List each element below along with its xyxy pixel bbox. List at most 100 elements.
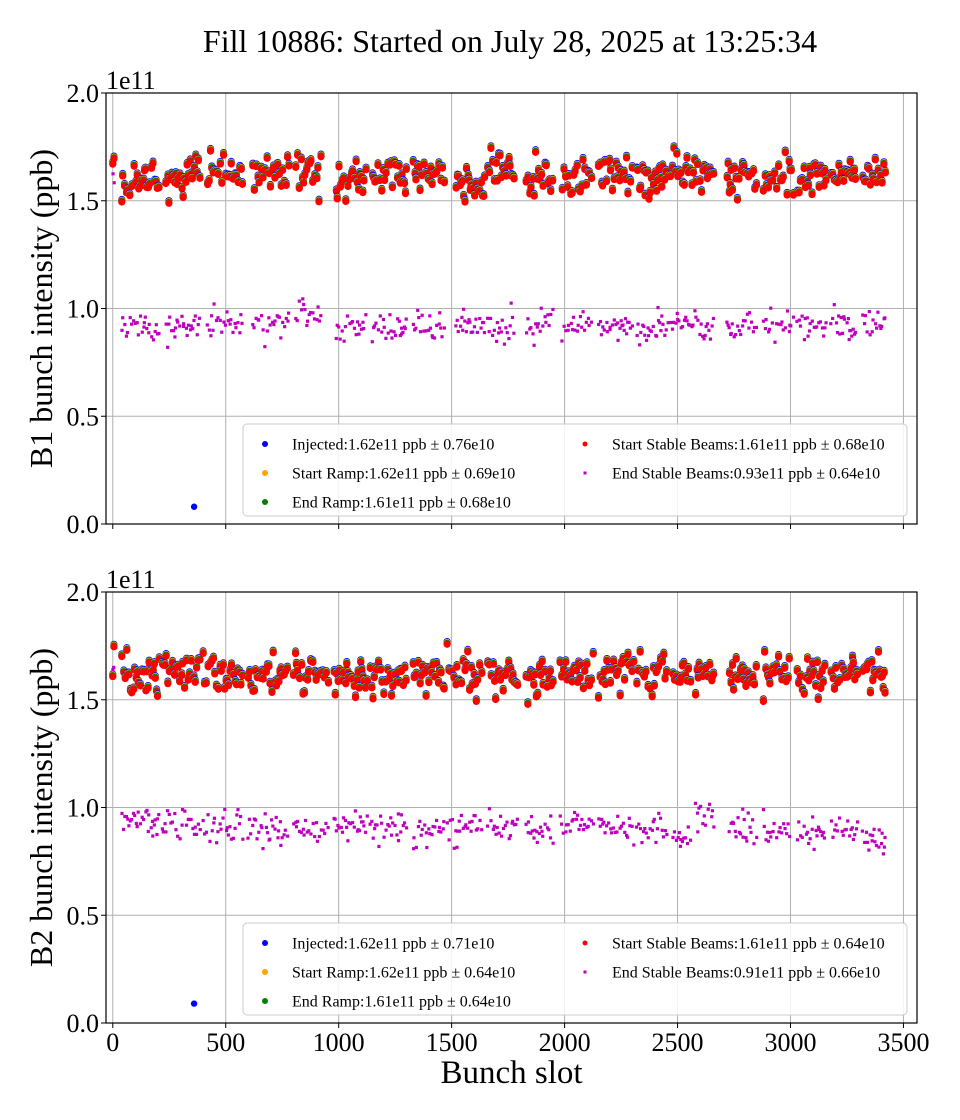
point-end-stable-beams bbox=[229, 837, 234, 841]
point-end-stable-beams bbox=[264, 825, 268, 830]
point-end-stable-beams bbox=[193, 825, 197, 829]
point-end-stable-beams bbox=[198, 827, 202, 832]
point-end-stable-beams bbox=[257, 830, 261, 834]
point-start-stable-beams bbox=[630, 658, 638, 666]
point-start-stable-beams bbox=[412, 176, 420, 184]
point-end-stable-beams bbox=[615, 830, 619, 834]
point-end-stable-beams bbox=[142, 325, 146, 329]
point-end-stable-beams bbox=[184, 326, 189, 330]
point-start-stable-beams bbox=[804, 182, 813, 190]
legend-box bbox=[242, 423, 908, 517]
y-tick-label: 2.0 bbox=[67, 79, 100, 108]
point-start-stable-beams bbox=[472, 697, 480, 705]
point-end-stable-beams bbox=[299, 830, 303, 835]
point-end-stable-beams bbox=[607, 821, 611, 825]
point-end-stable-beams bbox=[729, 821, 733, 825]
point-end-stable-beams bbox=[295, 318, 299, 323]
point-start-stable-beams bbox=[153, 692, 162, 700]
point-end-stable-beams bbox=[124, 334, 129, 338]
point-start-stable-beams bbox=[162, 652, 170, 660]
point-end-stable-beams bbox=[829, 322, 833, 326]
point-end-stable-beams bbox=[140, 815, 144, 819]
point-start-stable-beams bbox=[300, 689, 308, 697]
point-start-stable-beams bbox=[549, 678, 557, 686]
point-end-stable-beams bbox=[146, 829, 150, 834]
point-start-stable-beams bbox=[808, 190, 816, 199]
point-end-stable-beams bbox=[181, 324, 186, 329]
point-end-stable-beams bbox=[618, 326, 622, 330]
point-end-stable-beams bbox=[494, 832, 498, 836]
point-start-stable-beams bbox=[814, 695, 822, 704]
point-start-stable-beams bbox=[660, 651, 668, 659]
point-start-stable-beams bbox=[800, 164, 808, 173]
point-start-stable-beams bbox=[219, 151, 228, 159]
point-end-stable-beams bbox=[212, 821, 216, 825]
y-axis-label: B2 bunch intensity (ppb) bbox=[23, 648, 59, 967]
point-start-stable-beams bbox=[282, 181, 290, 189]
point-start-stable-beams bbox=[534, 691, 542, 699]
point-start-stable-beams bbox=[624, 651, 632, 659]
point-end-stable-beams bbox=[183, 809, 187, 813]
point-start-stable-beams bbox=[216, 160, 224, 168]
point-end-stable-beams bbox=[582, 823, 587, 827]
point-end-stable-beams bbox=[143, 315, 147, 319]
point-end-stable-beams bbox=[381, 317, 386, 322]
point-end-stable-beams bbox=[170, 329, 174, 333]
point-end-stable-beams bbox=[575, 813, 580, 817]
point-end-stable-beams bbox=[238, 331, 242, 335]
point-end-stable-beams bbox=[710, 324, 714, 328]
point-end-stable-beams bbox=[418, 330, 423, 334]
point-end-stable-beams bbox=[648, 827, 652, 831]
point-end-stable-beams bbox=[155, 817, 159, 821]
point-end-stable-beams bbox=[785, 309, 790, 313]
point-end-stable-beams bbox=[178, 837, 182, 841]
point-end-stable-beams bbox=[586, 316, 591, 320]
data-points bbox=[109, 638, 889, 1007]
point-end-stable-beams bbox=[380, 821, 384, 825]
point-start-stable-beams bbox=[773, 185, 781, 193]
point-end-stable-beams bbox=[437, 825, 442, 830]
point-end-stable-beams bbox=[747, 311, 752, 315]
point-end-stable-beams bbox=[707, 802, 712, 806]
point-end-stable-beams bbox=[685, 319, 689, 323]
point-end-stable-beams bbox=[529, 326, 533, 330]
point-end-stable-beams bbox=[282, 833, 286, 837]
point-end-stable-beams bbox=[754, 325, 759, 330]
point-end-stable-beams bbox=[167, 812, 171, 817]
point-end-stable-beams bbox=[281, 320, 285, 324]
point-end-stable-beams bbox=[657, 811, 661, 815]
point-end-stable-beams bbox=[180, 314, 184, 318]
point-end-stable-beams bbox=[307, 829, 311, 833]
point-end-stable-beams bbox=[837, 816, 842, 820]
point-end-stable-beams bbox=[314, 821, 319, 825]
point-end-stable-beams bbox=[425, 845, 429, 850]
point-end-stable-beams bbox=[797, 318, 801, 322]
point-end-stable-beams bbox=[302, 833, 306, 837]
point-end-stable-beams bbox=[867, 310, 871, 314]
point-end-stable-beams bbox=[396, 839, 401, 843]
point-end-stable-beams bbox=[820, 326, 825, 330]
point-end-stable-beams bbox=[537, 831, 541, 836]
point-end-stable-beams bbox=[581, 310, 585, 314]
point-end-stable-beams bbox=[279, 843, 283, 848]
point-end-stable-beams bbox=[560, 339, 564, 343]
point-end-stable-beams bbox=[121, 827, 126, 832]
point-end-stable-beams bbox=[656, 319, 661, 323]
point-end-stable-beams bbox=[461, 328, 465, 332]
point-end-stable-beams bbox=[501, 826, 506, 831]
x-tick-label: 1500 bbox=[426, 1028, 478, 1057]
point-end-stable-beams bbox=[703, 333, 707, 338]
point-end-stable-beams bbox=[170, 820, 175, 824]
point-end-stable-beams bbox=[765, 830, 770, 834]
point-end-stable-beams bbox=[252, 326, 256, 330]
point-end-stable-beams bbox=[684, 315, 688, 319]
point-start-stable-beams bbox=[697, 188, 706, 196]
point-start-stable-beams bbox=[355, 684, 363, 692]
point-end-stable-beams bbox=[219, 827, 223, 831]
point-end-stable-beams bbox=[191, 327, 195, 331]
point-start-stable-beams bbox=[579, 156, 587, 164]
point-end-stable-beams bbox=[202, 832, 207, 836]
point-start-stable-beams bbox=[206, 147, 215, 155]
point-start-stable-beams bbox=[626, 178, 635, 186]
point-end-stable-beams bbox=[492, 328, 496, 332]
